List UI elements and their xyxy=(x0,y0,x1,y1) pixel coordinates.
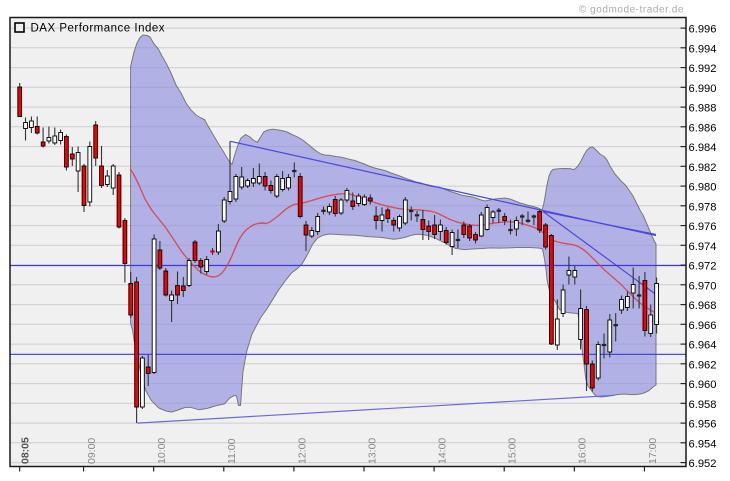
svg-text:10:00: 10:00 xyxy=(156,438,168,464)
svg-text:6.972: 6.972 xyxy=(689,261,717,273)
svg-text:6.956: 6.956 xyxy=(689,419,717,431)
svg-text:12:00: 12:00 xyxy=(296,438,308,464)
svg-text:6.984: 6.984 xyxy=(689,142,717,154)
svg-text:6.988: 6.988 xyxy=(689,103,717,115)
svg-text:6.992: 6.992 xyxy=(689,63,717,75)
svg-text:6.976: 6.976 xyxy=(689,221,717,233)
svg-text:© godmode-trader.de: © godmode-trader.de xyxy=(579,4,684,15)
svg-text:15:00: 15:00 xyxy=(507,438,519,464)
svg-text:6.994: 6.994 xyxy=(689,43,717,55)
svg-text:6.958: 6.958 xyxy=(689,399,717,411)
svg-text:13:00: 13:00 xyxy=(366,438,378,464)
svg-text:6.980: 6.980 xyxy=(689,182,717,194)
svg-text:11:00: 11:00 xyxy=(226,438,238,464)
svg-text:14:00: 14:00 xyxy=(437,438,449,464)
svg-text:08:05: 08:05 xyxy=(20,437,32,464)
svg-text:6.996: 6.996 xyxy=(689,24,717,36)
svg-text:DAX Performance Index: DAX Performance Index xyxy=(31,22,166,34)
svg-text:16:00: 16:00 xyxy=(577,438,589,464)
svg-text:6.986: 6.986 xyxy=(689,122,717,134)
svg-text:6.990: 6.990 xyxy=(689,83,717,95)
svg-text:6.952: 6.952 xyxy=(689,458,717,470)
svg-text:6.968: 6.968 xyxy=(689,300,717,312)
svg-text:6.962: 6.962 xyxy=(689,359,717,371)
svg-text:6.978: 6.978 xyxy=(689,201,717,213)
svg-text:6.966: 6.966 xyxy=(689,320,717,332)
svg-text:6.982: 6.982 xyxy=(689,162,717,174)
svg-text:6.974: 6.974 xyxy=(689,241,717,253)
svg-text:6.970: 6.970 xyxy=(689,280,717,292)
svg-text:09:00: 09:00 xyxy=(86,438,98,464)
svg-text:17:00: 17:00 xyxy=(647,438,659,464)
svg-text:6.960: 6.960 xyxy=(689,379,717,391)
svg-text:6.954: 6.954 xyxy=(689,438,717,450)
svg-text:6.964: 6.964 xyxy=(689,340,717,352)
